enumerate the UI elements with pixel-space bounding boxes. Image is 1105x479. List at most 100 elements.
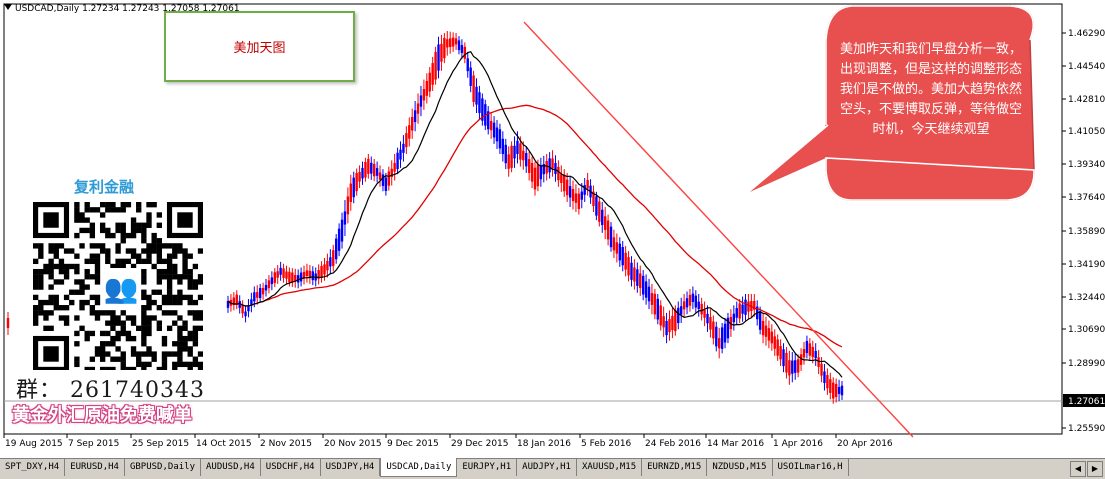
symbol-ohlc: USDCAD,Daily 1.27234 1.27243 1.27058 1.2…: [15, 4, 240, 14]
candle-body: [741, 304, 744, 314]
qr-module: [130, 320, 137, 326]
chart-tab[interactable]: EURUSD,H4: [65, 459, 125, 476]
qr-module: [110, 315, 116, 321]
qr-module: [156, 366, 162, 373]
qr-module: [197, 310, 204, 316]
trendline[interactable]: [523, 21, 914, 438]
chart-tab[interactable]: USDJPY,H4: [321, 459, 381, 476]
qr-module: [156, 258, 162, 265]
candle-body: [466, 58, 469, 72]
qr-module: [110, 207, 116, 213]
qr-module: [53, 243, 59, 249]
candle-body: [522, 150, 525, 161]
candle-body: [387, 171, 391, 186]
qr-module: [110, 325, 116, 331]
time-tick-label: 19 Aug 2015: [5, 439, 63, 449]
chart-tab[interactable]: NZDUSD,M15: [707, 459, 773, 476]
qr-module: [120, 238, 126, 244]
chart-tab[interactable]: EURJPY,H1: [457, 459, 518, 476]
candle-body: [685, 298, 689, 308]
qr-module: [105, 207, 111, 213]
qr-module: [74, 330, 80, 337]
candle-body: [779, 345, 782, 360]
symbol-header: USDCAD,Daily 1.27234 1.27243 1.27058 1.2…: [4, 4, 240, 14]
qr-module: [187, 299, 193, 306]
chart-tab[interactable]: USDCHF,H4: [261, 459, 321, 476]
qr-module: [58, 243, 65, 249]
chart-tab[interactable]: USOILmar16,H: [773, 459, 849, 476]
qr-module: [110, 320, 116, 326]
qr-module: [79, 227, 85, 234]
scroll-right-icon[interactable]: ▶: [1087, 461, 1103, 477]
scroll-left-icon[interactable]: ◀: [1070, 461, 1086, 477]
qr-module: [89, 222, 96, 228]
qr-module: [172, 361, 178, 368]
qr-module: [115, 315, 121, 321]
chart-tab[interactable]: AUDJPY,H1: [517, 459, 577, 476]
candle-body: [408, 125, 411, 139]
qr-module: [48, 299, 54, 306]
qr-module: [43, 325, 49, 331]
candle-body: [682, 301, 686, 310]
candle-body: [367, 158, 370, 174]
candles: [6, 31, 844, 404]
qr-module: [177, 299, 183, 306]
qr-module: [74, 232, 80, 239]
candle-body: [735, 308, 738, 318]
qr-module: [89, 258, 96, 265]
chart-tab[interactable]: GBPUSD,Daily: [125, 459, 201, 476]
chart-tab[interactable]: XAUUSD,M15: [577, 459, 643, 476]
candle-body: [364, 162, 367, 178]
candle-body: [639, 273, 642, 289]
candle-body: [615, 242, 619, 254]
qr-module: [99, 248, 106, 254]
candle-body: [539, 165, 543, 180]
qr-module: [53, 253, 59, 259]
qr-module: [182, 258, 188, 265]
time-tick-label: 29 Dec 2015: [451, 439, 509, 449]
qr-module: [38, 305, 44, 311]
qr-module: [58, 305, 65, 311]
qr-module: [130, 248, 137, 254]
price-tick-label: 1.44540: [1068, 62, 1105, 72]
qr-module: [94, 346, 101, 352]
qr-module: [161, 243, 168, 249]
candle-body: [603, 216, 607, 230]
qr-module: [141, 310, 147, 316]
qr-module: [53, 294, 59, 301]
dropdown-triangle-icon[interactable]: [4, 4, 12, 10]
qr-module: [110, 263, 116, 270]
candle-body: [244, 311, 247, 317]
qr-module: [115, 263, 121, 270]
qr-module: [197, 315, 204, 321]
qr-module: [172, 366, 178, 373]
qr-module: [192, 279, 199, 285]
qr-module: [74, 279, 80, 285]
candle-body: [340, 219, 344, 242]
candle-body: [375, 168, 379, 176]
qr-module: [99, 330, 106, 337]
qr-module: [120, 263, 126, 270]
candle-body: [320, 265, 323, 278]
candle-body: [337, 228, 341, 251]
candle-body: [548, 158, 551, 173]
chart-tab[interactable]: EURNZD,M15: [642, 459, 708, 476]
candle-body: [346, 196, 350, 215]
chart-tab[interactable]: AUDUSD,H4: [201, 459, 261, 476]
qr-module: [63, 294, 70, 301]
candle-body: [621, 247, 624, 266]
candle-body: [510, 145, 513, 168]
candle-body: [577, 193, 581, 209]
qr-module: [177, 351, 183, 357]
qr-module: [136, 222, 142, 228]
candle-body: [744, 299, 747, 315]
chart-area[interactable]: 1.46290 1.44540 1.42810 1.41050 1.39340 1.376…: [0, 0, 1105, 458]
chart-tab[interactable]: SPT_DXY,H4: [0, 459, 66, 476]
qr-module: [43, 268, 49, 275]
qr-module: [125, 335, 132, 342]
candle-body: [393, 162, 396, 172]
chart-title-text: 美加天图: [233, 41, 286, 56]
chart-tab[interactable]: USDCAD,Daily: [380, 458, 458, 477]
qr-module: [120, 227, 126, 234]
candle-body: [235, 294, 238, 305]
